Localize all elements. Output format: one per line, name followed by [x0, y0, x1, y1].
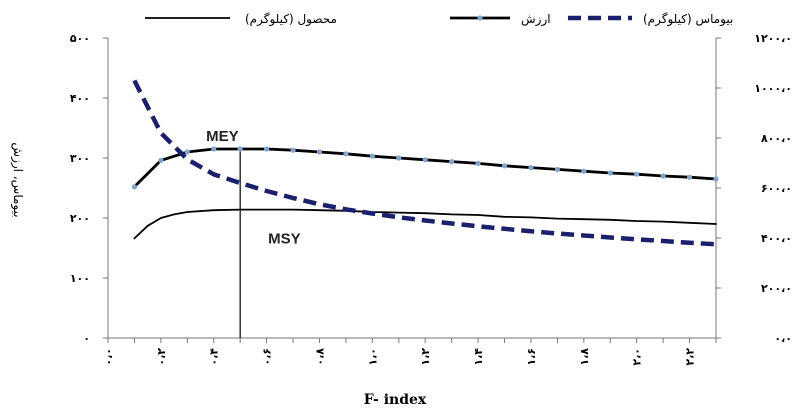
series-marker-1 [501, 163, 508, 169]
y-axis-title-left: بیوماس، ارزش [10, 142, 25, 217]
series-line-2 [132, 79, 717, 247]
annotation-msy: MSY [268, 231, 301, 248]
x-tick-label: ۱،۸ [578, 348, 591, 366]
x-tick-label: ۰،۰ [102, 348, 115, 366]
legend-label-biomass: بیوماس (کیلوگرم) [643, 12, 733, 27]
y-left-tick-label: ۲۰۰ [70, 212, 90, 225]
x-tick-label: ۰،۲ [155, 348, 168, 366]
y-right-tick-label: ۰،۰ [774, 332, 792, 345]
y-left-tick-label: ۴۰۰ [70, 92, 90, 105]
series-marker-1 [158, 157, 164, 163]
y-left-tick-label: ۳۰۰ [70, 152, 90, 165]
series-marker-1 [396, 155, 402, 161]
x-tick-label: ۰،۸ [313, 348, 326, 366]
series-marker-1 [211, 146, 217, 152]
series-marker-1 [581, 168, 587, 174]
x-tick-label: ۰،۶ [261, 348, 274, 366]
x-tick-label: ۱،۲ [419, 348, 432, 366]
series-layer [131, 79, 719, 338]
legend: بیوماس (کیلوگرم) ارزش محصول (کیلوگرم) [145, 12, 733, 27]
chart-axes: ۰ ۱۰۰ ۲۰۰ ۳۰۰ ۴۰۰ ۵۰۰ ۰،۰ ۲۰۰،۰ ۴۰۰،۰ ۶۰۰،۰ ۸۰۰،۰ ۱… [70, 32, 792, 366]
legend-marker-value [477, 15, 483, 21]
annotation-mey: MEY [206, 128, 239, 145]
x-tick-label: ۱،۴ [472, 348, 485, 366]
x-tick-label: ۱،۰ [366, 348, 379, 366]
series-marker-1 [237, 146, 243, 152]
series-marker-1 [343, 151, 349, 157]
series-marker-1 [290, 147, 296, 153]
x-tick-label: ۲،۲ [684, 348, 697, 366]
legend-label-yield: محصول (کیلوگرم) [245, 12, 337, 27]
series-marker-1 [184, 149, 190, 155]
x-tick-label: ۱،۶ [525, 348, 538, 366]
series-marker-1 [528, 165, 534, 171]
series-line-0 [133, 208, 717, 240]
series-line-1 [133, 147, 718, 189]
y-right-tick-label: ۶۰۰،۰ [761, 182, 792, 195]
series-marker-1 [607, 170, 613, 176]
x-tick-label: ۰،۴ [208, 348, 221, 366]
y-right-tick-label: ۱۲۰۰،۰ [754, 32, 792, 45]
series-marker-1 [369, 153, 375, 159]
series-marker-1 [713, 176, 719, 182]
series-marker-1 [660, 173, 666, 179]
series-marker-1 [475, 160, 481, 166]
series-marker-1 [264, 146, 270, 152]
series-marker-1 [316, 149, 323, 155]
annotation-layer: MEY MSY [206, 128, 301, 248]
y-right-tick-label: ۱۰۰۰،۰ [754, 82, 792, 95]
legend-label-value: ارزش [521, 12, 551, 27]
series-marker-1 [686, 174, 693, 180]
y-left-tick-label: ۰ [83, 332, 90, 345]
x-axis-title: F- index [364, 392, 427, 408]
y-left-tick-label: ۵۰۰ [70, 32, 90, 45]
series-marker-1 [554, 166, 560, 172]
x-tick-label: ۲،۰ [631, 348, 644, 366]
y-right-tick-label: ۲۰۰،۰ [761, 282, 792, 295]
y-right-tick-label: ۴۰۰،۰ [761, 232, 792, 245]
series-marker-1 [449, 159, 455, 165]
series-marker-1 [634, 171, 640, 177]
y-left-tick-label: ۱۰۰ [70, 272, 90, 285]
series-marker-1 [131, 184, 138, 190]
series-marker-1 [422, 157, 428, 163]
y-right-tick-label: ۸۰۰،۰ [761, 132, 792, 145]
